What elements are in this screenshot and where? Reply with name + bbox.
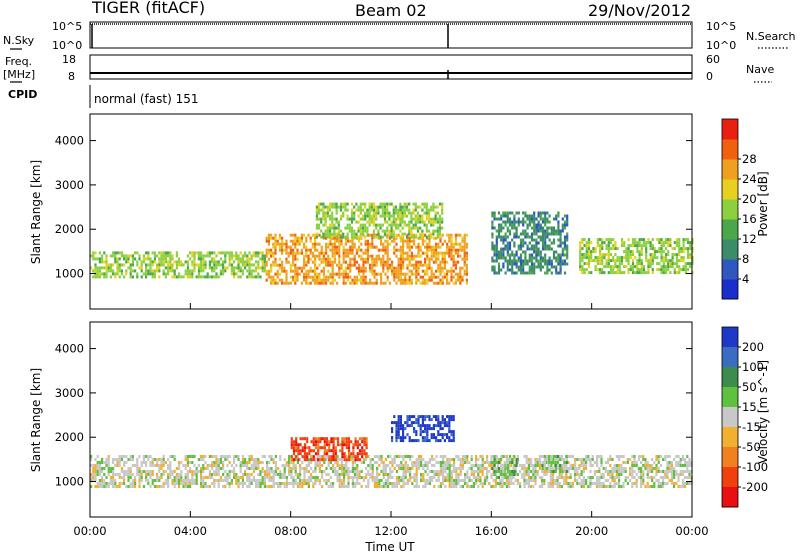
power-echo-region (491, 211, 569, 275)
freq-label: Freq. (5, 55, 32, 68)
power-echo-region (315, 202, 444, 239)
nave-tick-low: 0 (706, 70, 713, 83)
nsearch-label: N.Search (746, 30, 796, 43)
power-colorbar-tick-label: 8 (742, 252, 749, 266)
velocity-colorbar-segment (722, 367, 738, 388)
velocity-echo-region (391, 415, 455, 443)
power-ytick-label: 2000 (55, 222, 84, 236)
velocity-colorbar-segment (722, 347, 738, 368)
velocity-ytick-label: 4000 (55, 342, 84, 356)
power-colorbar-segment (722, 199, 738, 220)
cpid-value: normal (fast) 151 (94, 92, 198, 106)
power-panel: 1000 2000 3000 4000 Slant Range [km] (29, 113, 694, 310)
velocity-colorbar-tick-label: -200 (742, 480, 768, 494)
velocity-colorbar-segment (722, 407, 738, 428)
nsky-tick-low: 10^0 (52, 39, 82, 52)
nave-tick-high: 60 (706, 53, 720, 66)
power-colorbar-tick-label: 12 (742, 232, 757, 246)
nave-label: Nave (746, 63, 774, 76)
power-ytick-label: 3000 (55, 178, 84, 192)
freq-tick-high: 18 (62, 53, 76, 66)
velocity-xtick-label: 16:00 (475, 524, 508, 538)
power-ylabel: Slant Range [km] (29, 160, 43, 264)
velocity-ytick-label: 2000 (55, 430, 84, 444)
velocity-ytick-label: 3000 (55, 386, 84, 400)
freq-panel: Freq. [MHz] 18 8 60 0 Nave (3, 53, 774, 83)
power-colorbar-label: Power [dB] (756, 171, 770, 236)
velocity-xtick-label: 08:00 (274, 524, 307, 538)
power-colorbar-segment (722, 139, 738, 160)
velocity-colorbar-tick-label: 15 (742, 400, 757, 414)
velocity-colorbar-tick-label: -100 (742, 460, 768, 474)
power-colorbar-tick-label: 28 (742, 152, 757, 166)
velocity-ylabel: Slant Range [km] (29, 368, 43, 472)
date-title: 29/Nov/2012 (588, 1, 691, 20)
power-colorbar: Power [dB] 4 8 12 16 20 24 28 (721, 118, 770, 300)
power-colorbar-segment (722, 179, 738, 200)
velocity-xtick-label: 00:00 (675, 524, 708, 538)
nsky-tick-high: 10^5 (52, 20, 82, 33)
velocity-xtick-label: 00:00 (73, 524, 106, 538)
power-echo-region (265, 233, 468, 285)
power-colorbar-segment (722, 259, 738, 280)
nsky-panel: N.Sky 10^5 10^0 10^5 10^0 N.Search (3, 20, 796, 52)
power-ytick-label: 4000 (55, 134, 84, 148)
power-colorbar-segment (722, 219, 738, 240)
velocity-colorbar-tick-label: 50 (742, 380, 757, 394)
power-ytick-label: 1000 (55, 267, 84, 281)
velocity-echo-region (541, 455, 568, 473)
nsearch-tick-high: 10^5 (706, 20, 736, 33)
power-colorbar-tick-label: 24 (742, 172, 757, 186)
velocity-colorbar-segment (722, 387, 738, 408)
power-colorbar-segment (722, 159, 738, 180)
station-title: TIGER (fitACF) (91, 0, 205, 17)
power-colorbar-tick-label: 16 (742, 212, 757, 226)
power-colorbar-segment (722, 119, 738, 140)
velocity-colorbar-segment (722, 447, 738, 468)
velocity-colorbar-tick-label: -15 (742, 420, 761, 434)
velocity-colorbar-tick-label: 200 (742, 340, 764, 354)
velocity-colorbar-label: Velocity [m s^-1] (756, 360, 770, 464)
velocity-xlabel: Time UT (364, 540, 415, 554)
velocity-colorbar-tick-label: -50 (742, 440, 761, 454)
power-echo-region (579, 238, 694, 275)
velocity-colorbar-segment (722, 487, 738, 508)
beam-title: Beam 02 (355, 1, 427, 20)
freq-tick-low: 8 (68, 70, 75, 83)
velocity-colorbar-segment (722, 427, 738, 448)
cpid-panel: CPID normal (fast) 151 (8, 85, 198, 108)
velocity-xtick-label: 04:00 (174, 524, 207, 538)
cpid-label: CPID (8, 88, 37, 101)
velocity-colorbar-segment (722, 467, 738, 488)
velocity-colorbar-tick-label: 100 (742, 360, 764, 374)
power-colorbar-segment (722, 279, 738, 300)
velocity-ytick-label: 1000 (55, 475, 84, 489)
freq-unit: [MHz] (3, 68, 35, 81)
nsearch-tick-low: 10^0 (706, 39, 736, 52)
velocity-panel: 1000 2000 3000 4000 00:00 04:00 08:00 12:00 16:… (29, 321, 709, 554)
nsky-label: N.Sky (3, 34, 35, 47)
velocity-xtick-label: 12:00 (374, 524, 407, 538)
power-colorbar-segment (722, 239, 738, 260)
power-colorbar-tick-label: 20 (742, 192, 757, 206)
power-echo-region (90, 251, 266, 279)
velocity-echo-region (491, 455, 518, 479)
power-colorbar-tick-label: 4 (742, 272, 749, 286)
velocity-xtick-label: 20:00 (575, 524, 608, 538)
velocity-colorbar-segment (722, 327, 738, 348)
velocity-echo-region (290, 437, 368, 462)
velocity-colorbar: Velocity [m s^-1] 200 100 50 15 -15 -50 -100 -2… (721, 326, 770, 508)
